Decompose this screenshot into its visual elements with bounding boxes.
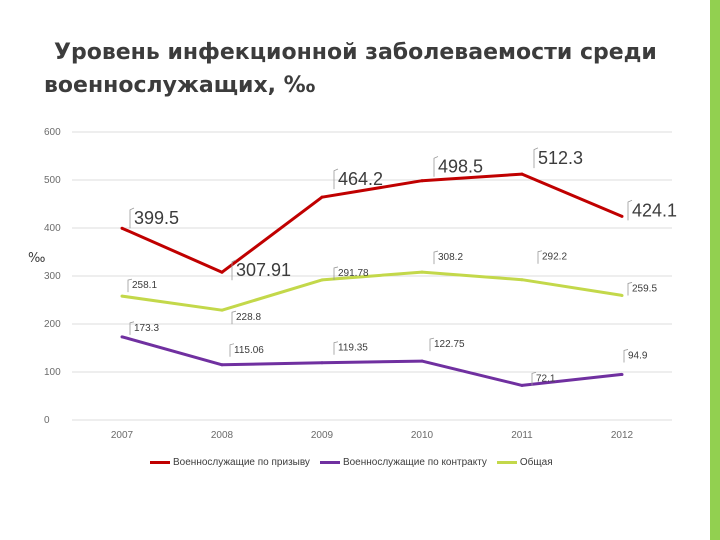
legend-label: Военнослужащие по контракту: [342, 457, 487, 468]
legend-swatch: [319, 461, 340, 464]
data-point: [420, 270, 424, 274]
data-point: [620, 293, 624, 297]
data-label: 115.06: [234, 345, 264, 356]
data-label-leader: [537, 250, 543, 264]
y-tick-label: 400: [44, 223, 61, 234]
data-label: 307.91: [236, 260, 291, 280]
data-label-leader: [533, 147, 539, 169]
data-point: [520, 278, 524, 282]
chart-title: Уровень инфекционной заболеваемости сред…: [44, 36, 684, 102]
x-tick-label: 2007: [111, 430, 134, 441]
data-label-leader: [231, 310, 237, 325]
data-point: [320, 361, 324, 365]
data-label-leader: [429, 337, 435, 352]
data-label-leader: [333, 341, 339, 355]
data-label: 72.1: [536, 373, 556, 384]
data-label-leader: [129, 321, 135, 335]
x-tick-label: 2011: [511, 430, 533, 441]
line-chart: 0 100 200 300 400 500 600 ‰ 2007 2008 2009 2010 2011…: [28, 127, 677, 441]
legend-label: Общая: [519, 457, 553, 468]
data-label-leader: [627, 199, 633, 221]
data-point: [620, 372, 624, 376]
data-point: [420, 179, 424, 183]
data-label-leader: [129, 207, 135, 229]
data-label-leader: [333, 266, 339, 280]
series-line: [121, 335, 623, 387]
data-label: 308.2: [438, 252, 463, 263]
y-tick-label: 500: [44, 175, 61, 186]
data-label-leader: [623, 349, 629, 363]
x-tick-label: 2009: [311, 430, 334, 441]
chart-legend: Военнослужащие по призыву Военнослужащие …: [150, 457, 553, 468]
x-tick-label: 2010: [411, 430, 434, 441]
data-label: 119.35: [338, 343, 368, 354]
data-point: [320, 195, 324, 199]
legend-item: Военнослужащие по контракту: [319, 457, 487, 468]
legend-item: Общая: [496, 457, 553, 468]
data-label: 464.2: [338, 169, 383, 189]
data-point: [220, 308, 224, 312]
data-label: 498.5: [438, 157, 483, 177]
data-point: [520, 383, 524, 387]
y-tick-label: 600: [44, 127, 61, 138]
y-axis-label: ‰: [28, 251, 45, 266]
legend-item: Военнослужащие по призыву: [150, 457, 310, 468]
data-label: 291.78: [338, 268, 369, 279]
series-line: [121, 172, 623, 274]
x-tick-label: 2012: [611, 430, 634, 441]
data-label: 122.75: [434, 339, 465, 350]
data-point: [320, 278, 324, 282]
data-point: [220, 363, 224, 367]
legend-label: Военнослужащие по призыву: [173, 457, 310, 468]
legend-swatch: [496, 461, 517, 464]
data-label: 424.1: [632, 200, 677, 220]
data-label: 173.3: [134, 323, 159, 334]
data-label-leader: [127, 278, 133, 293]
data-label-leader: [433, 250, 439, 265]
data-point: [220, 270, 224, 274]
data-label: 399.5: [134, 208, 179, 228]
data-label-leader: [333, 168, 339, 190]
title-line-2: военнослужащих, ‰: [44, 73, 316, 98]
data-label: 228.8: [236, 312, 261, 323]
data-label-leader: [229, 343, 235, 357]
y-tick-label: 100: [44, 367, 61, 378]
data-label: 94.9: [628, 350, 648, 361]
data-label-leader: [627, 282, 633, 296]
data-point: [120, 294, 124, 298]
data-label-leader: [531, 372, 537, 386]
data-label-leader: [433, 156, 439, 177]
x-tick-label: 2008: [211, 430, 234, 441]
data-point: [620, 214, 624, 218]
y-tick-label: 300: [44, 271, 61, 282]
series-line: [121, 270, 623, 312]
data-label: 258.1: [132, 280, 157, 291]
data-label: 292.2: [542, 252, 567, 263]
data-point: [120, 335, 124, 339]
data-point: [520, 172, 524, 176]
legend-swatch: [150, 461, 170, 464]
data-label: 512.3: [538, 148, 583, 168]
data-point: [420, 359, 424, 363]
title-line-1: Уровень инфекционной заболеваемости сред…: [54, 40, 657, 65]
y-tick-label: 0: [44, 415, 50, 426]
data-point: [120, 226, 124, 230]
y-tick-label: 200: [44, 319, 61, 330]
data-label: 259.5: [632, 283, 657, 294]
data-label-leader: [231, 259, 237, 281]
accent-bar: [710, 0, 720, 540]
